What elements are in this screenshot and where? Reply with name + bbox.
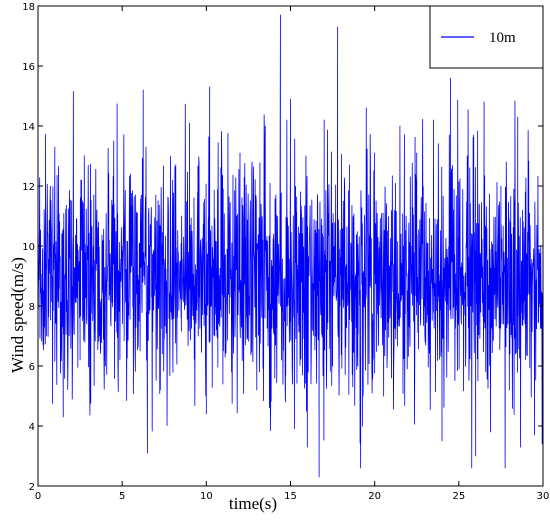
x-tick-label: 20 bbox=[368, 491, 381, 502]
y-axis-ticks: 2 4 6 8 10 12 14 16 18 bbox=[22, 2, 543, 493]
y-tick-label: 10 bbox=[22, 242, 35, 253]
y-tick-label: 16 bbox=[22, 62, 35, 73]
y-tick-label: 12 bbox=[22, 182, 35, 193]
x-tick-label: 30 bbox=[537, 491, 550, 502]
x-tick-label: 10 bbox=[200, 491, 213, 502]
y-tick-label: 14 bbox=[22, 122, 35, 133]
x-tick-label: 25 bbox=[452, 491, 465, 502]
y-tick-label: 2 bbox=[29, 482, 35, 493]
x-tick-label: 0 bbox=[35, 491, 41, 502]
legend: 10m bbox=[429, 5, 544, 69]
y-axis-title: Wind speed(m/s) bbox=[8, 257, 27, 373]
x-axis-title: time(s) bbox=[229, 494, 277, 513]
legend-label: 10m bbox=[489, 30, 516, 46]
series-group bbox=[37, 14, 544, 478]
y-tick-label: 18 bbox=[22, 2, 35, 13]
x-axis-ticks: 0 5 10 15 20 25 30 bbox=[35, 6, 550, 502]
x-tick-label: 5 bbox=[119, 491, 125, 502]
series-line-1 bbox=[37, 14, 544, 478]
x-tick-label: 15 bbox=[284, 491, 297, 502]
y-tick-label: 4 bbox=[29, 422, 35, 433]
y-tick-label: 8 bbox=[29, 302, 35, 313]
y-tick-label: 6 bbox=[29, 362, 35, 373]
